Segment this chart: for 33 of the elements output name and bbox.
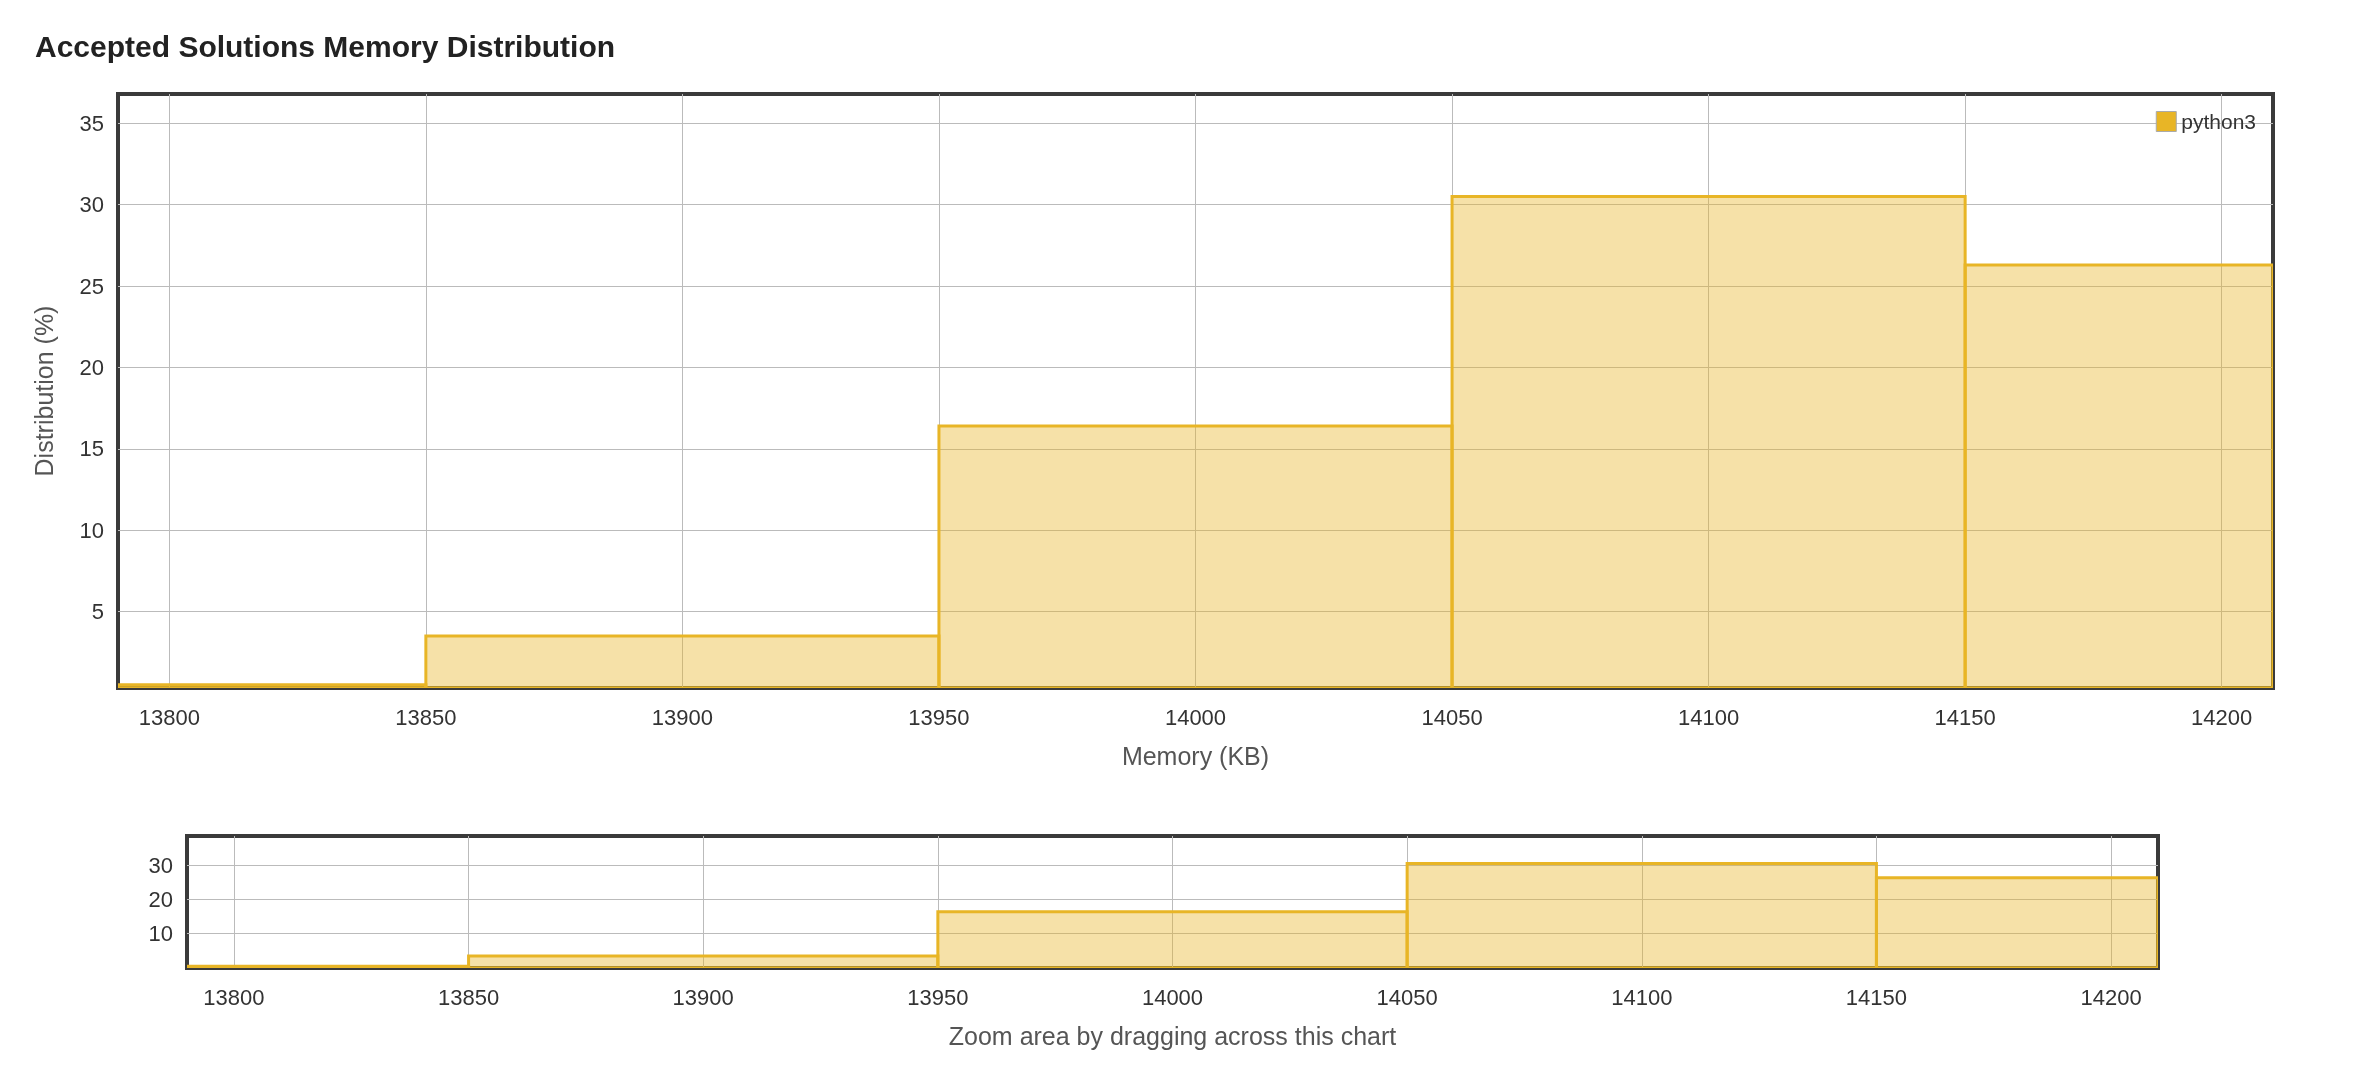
x-tick-label: 14100 <box>1611 984 1673 1010</box>
x-tick-label: 14100 <box>1678 704 1740 730</box>
x-tick-label: 13900 <box>672 984 734 1010</box>
x-tick-label: 14200 <box>2080 984 2142 1010</box>
y-tick-label: 20 <box>79 354 104 380</box>
x-tick-label: 13850 <box>395 704 457 730</box>
y-tick-label: 30 <box>148 852 173 878</box>
x-tick-label: 13900 <box>651 704 713 730</box>
x-tick-label: 14150 <box>1934 704 1996 730</box>
x-tick-label: 13800 <box>138 704 200 730</box>
x-tick-label: 14200 <box>2191 704 2253 730</box>
x-tick-label: 14050 <box>1376 984 1438 1010</box>
x-tick-label: 14150 <box>1845 984 1908 1010</box>
x-tick-label: 14050 <box>1421 704 1483 730</box>
x-axis-title: Memory (KB) <box>1121 741 1270 770</box>
x-tick-label: 13950 <box>907 984 969 1010</box>
x-tick-label: 13800 <box>203 984 265 1010</box>
y-tick-label: 25 <box>79 273 104 299</box>
x-tick-label: 13850 <box>437 984 500 1010</box>
legend-label: python3 <box>2181 110 2256 133</box>
y-tick-label: 10 <box>79 517 104 543</box>
y-tick-label: 20 <box>148 886 173 912</box>
x-tick-label: 14000 <box>1141 984 1204 1010</box>
x-tick-label: 14000 <box>1164 704 1227 730</box>
chart-title: Accepted Solutions Memory Distribution <box>35 29 616 63</box>
y-tick-label: 5 <box>91 599 104 625</box>
y-tick-label: 35 <box>79 110 104 136</box>
y-tick-label: 15 <box>79 436 104 462</box>
x-tick-label: 13950 <box>908 704 970 730</box>
y-tick-label: 10 <box>148 921 173 947</box>
y-tick-label: 30 <box>79 192 104 218</box>
y-axis-title: Distribution (%) <box>29 305 58 477</box>
x-axis-title: Zoom area by dragging across this chart <box>948 1021 1397 1050</box>
